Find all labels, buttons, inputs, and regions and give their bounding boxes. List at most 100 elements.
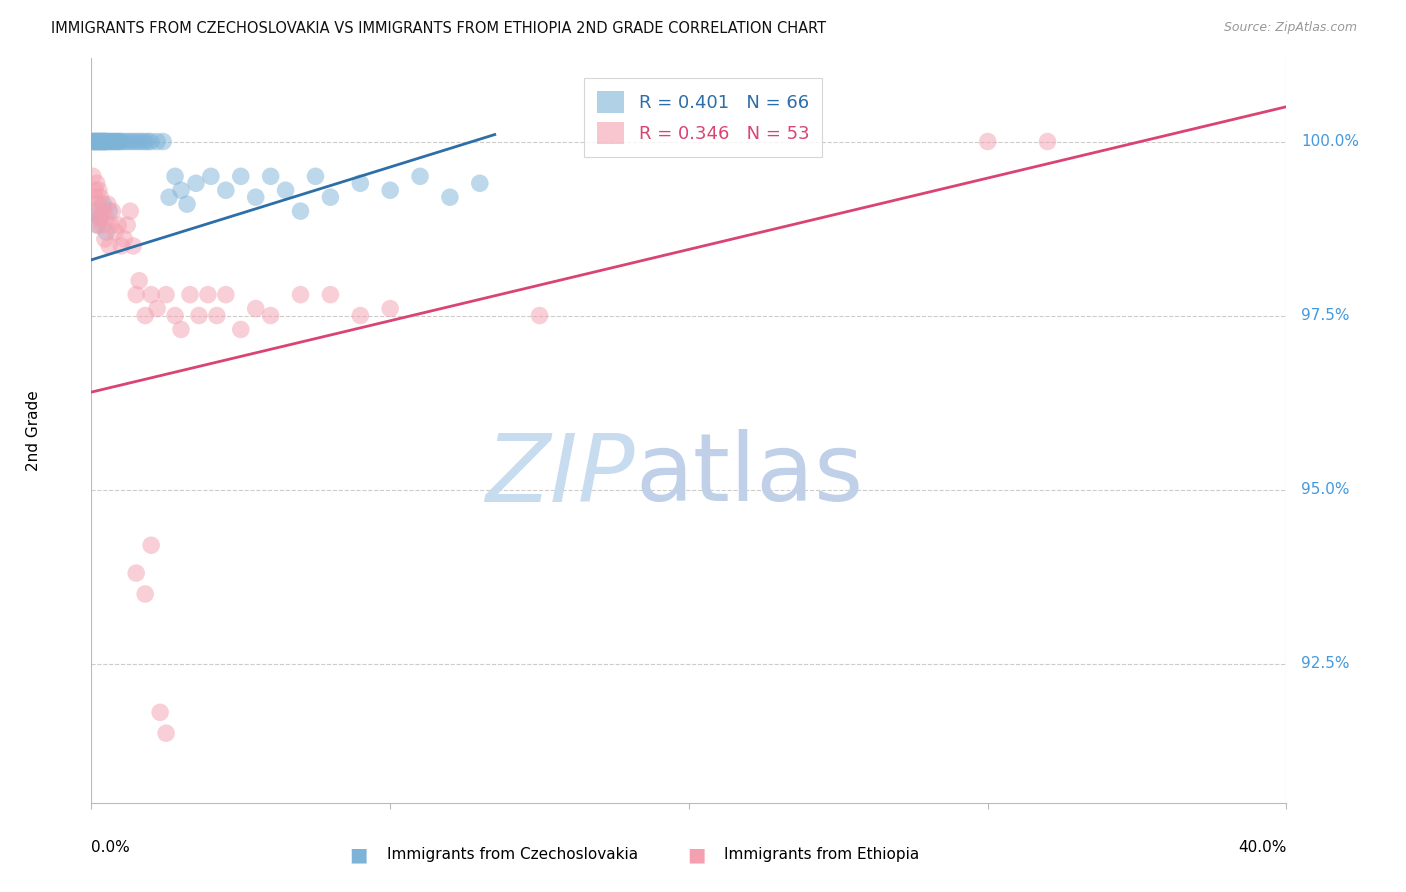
Point bbox=[104, 135, 127, 149]
Point bbox=[349, 176, 371, 190]
Point bbox=[125, 287, 148, 301]
Text: atlas: atlas bbox=[636, 429, 863, 521]
Text: 92.5%: 92.5% bbox=[1301, 657, 1350, 671]
Text: 95.0%: 95.0% bbox=[1301, 482, 1350, 497]
Point bbox=[188, 309, 211, 323]
Point bbox=[125, 566, 148, 580]
Point bbox=[93, 135, 115, 149]
Point bbox=[96, 225, 118, 239]
Text: 97.5%: 97.5% bbox=[1301, 308, 1350, 323]
Point bbox=[110, 239, 132, 253]
Point bbox=[115, 135, 138, 149]
Point bbox=[89, 211, 111, 225]
Point bbox=[84, 183, 107, 197]
Point bbox=[179, 287, 201, 301]
Point bbox=[170, 322, 193, 336]
Point bbox=[349, 309, 371, 323]
Point bbox=[134, 587, 156, 601]
Point bbox=[103, 135, 125, 149]
Point bbox=[176, 197, 198, 211]
Point bbox=[229, 169, 252, 184]
Point bbox=[84, 135, 107, 149]
Point bbox=[97, 197, 120, 211]
Point bbox=[245, 190, 267, 204]
Point bbox=[104, 225, 127, 239]
Point bbox=[229, 322, 252, 336]
Point bbox=[96, 211, 118, 225]
Point bbox=[91, 135, 114, 149]
Point bbox=[101, 204, 124, 219]
Point bbox=[86, 218, 108, 232]
Point bbox=[84, 204, 107, 219]
Point bbox=[122, 135, 145, 149]
Point bbox=[529, 309, 551, 323]
Point bbox=[259, 309, 281, 323]
Point bbox=[319, 190, 342, 204]
Point bbox=[84, 135, 107, 149]
Point bbox=[94, 232, 117, 246]
Point bbox=[100, 218, 122, 232]
Point bbox=[93, 197, 115, 211]
Point bbox=[86, 176, 108, 190]
Point bbox=[82, 135, 104, 149]
Point bbox=[439, 190, 461, 204]
Point bbox=[83, 135, 105, 149]
Point bbox=[83, 190, 105, 204]
Point bbox=[96, 135, 118, 149]
Point bbox=[122, 239, 145, 253]
Point bbox=[157, 190, 180, 204]
Point bbox=[378, 301, 402, 316]
Point bbox=[152, 135, 174, 149]
Point bbox=[89, 211, 111, 225]
Point bbox=[146, 301, 169, 316]
Point bbox=[128, 274, 150, 288]
Point bbox=[90, 218, 112, 232]
Point bbox=[141, 287, 162, 301]
Point bbox=[83, 135, 105, 149]
Point bbox=[112, 232, 135, 246]
Point bbox=[87, 183, 110, 197]
Point bbox=[107, 135, 129, 149]
Point bbox=[200, 169, 222, 184]
Point bbox=[155, 726, 177, 740]
Point bbox=[141, 538, 162, 552]
Point bbox=[94, 135, 117, 149]
Text: 2nd Grade: 2nd Grade bbox=[27, 390, 41, 471]
Point bbox=[468, 176, 491, 190]
Point bbox=[107, 218, 129, 232]
Point bbox=[93, 135, 115, 149]
Text: 0.0%: 0.0% bbox=[91, 840, 131, 855]
Point bbox=[304, 169, 326, 184]
Point bbox=[215, 183, 238, 197]
Point bbox=[976, 135, 998, 149]
Point bbox=[86, 135, 108, 149]
Point bbox=[120, 135, 142, 149]
Point bbox=[112, 135, 135, 149]
Point bbox=[110, 135, 132, 149]
Point bbox=[163, 309, 186, 323]
Point bbox=[319, 287, 342, 301]
Text: ZIP: ZIP bbox=[485, 430, 636, 521]
Point bbox=[274, 183, 297, 197]
Point bbox=[89, 190, 111, 204]
Point bbox=[290, 204, 312, 219]
Point bbox=[205, 309, 228, 323]
Point bbox=[115, 218, 138, 232]
Point bbox=[89, 135, 111, 149]
Point bbox=[1036, 135, 1059, 149]
Point bbox=[89, 135, 111, 149]
Point bbox=[184, 176, 207, 190]
Point bbox=[163, 169, 186, 184]
Point bbox=[128, 135, 150, 149]
Point bbox=[101, 135, 124, 149]
Point bbox=[86, 218, 108, 232]
Point bbox=[170, 183, 193, 197]
Point bbox=[87, 197, 110, 211]
Point bbox=[87, 135, 110, 149]
Point bbox=[82, 169, 104, 184]
Text: ■: ■ bbox=[686, 845, 706, 864]
Point bbox=[155, 287, 177, 301]
Text: ■: ■ bbox=[349, 845, 368, 864]
Text: 100.0%: 100.0% bbox=[1301, 134, 1358, 149]
Point bbox=[409, 169, 432, 184]
